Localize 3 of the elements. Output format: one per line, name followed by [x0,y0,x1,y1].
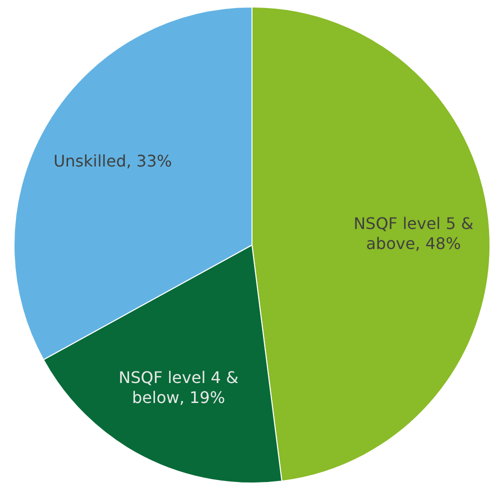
slice-label: NSQF level 4 & below, 19% [118,368,238,408]
slice-label: NSQF level 5 & above, 48% [354,214,474,254]
slice-label: Unskilled, 33% [53,152,172,171]
